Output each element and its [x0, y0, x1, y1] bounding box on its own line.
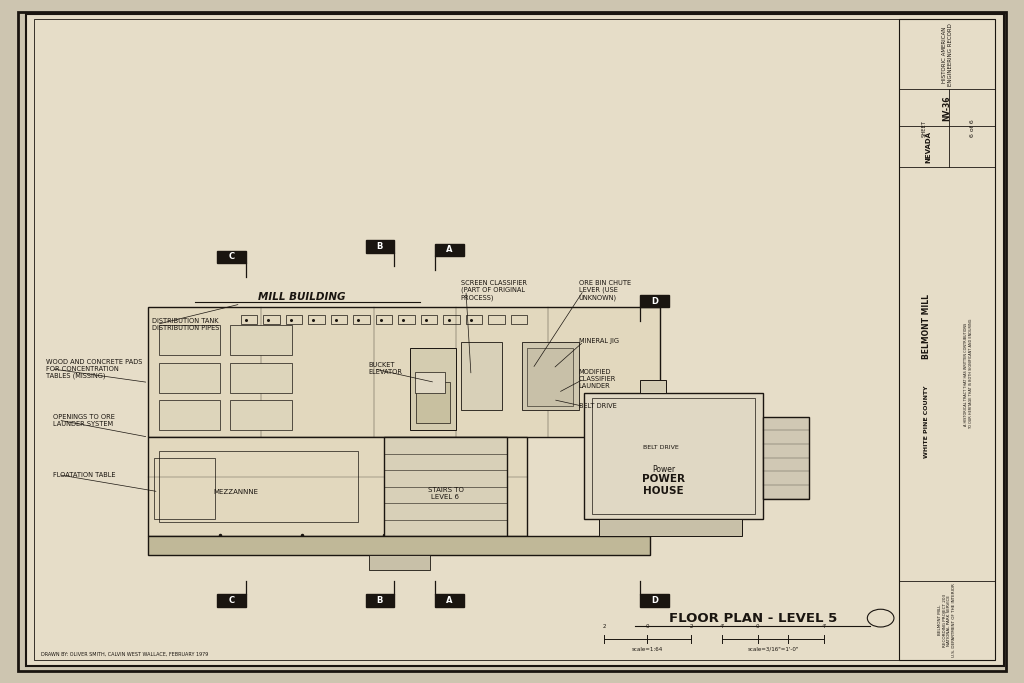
Text: D: D: [651, 596, 657, 605]
Bar: [286, 315, 302, 324]
Polygon shape: [217, 251, 246, 263]
Text: A HISTORICAL TRACT THAT HAS WRITTEN CONTRIBUTIONS
TO OUR HERITAGE THAT IS BOTH S: A HISTORICAL TRACT THAT HAS WRITTEN CONT…: [964, 319, 973, 429]
Bar: [159, 363, 220, 393]
Bar: [230, 363, 292, 393]
Bar: [899, 19, 995, 660]
Bar: [369, 555, 430, 570]
Text: HISTORIC AMERICAN
ENGINEERING RECORD: HISTORIC AMERICAN ENGINEERING RECORD: [942, 23, 952, 86]
Text: STAIRS TO
LEVEL 6: STAIRS TO LEVEL 6: [427, 486, 464, 500]
Text: ORE BIN CHUTE
LEVER (USE
UNKNOWN): ORE BIN CHUTE LEVER (USE UNKNOWN): [579, 280, 631, 301]
Bar: [461, 342, 502, 410]
Text: 6 of 6: 6 of 6: [970, 120, 975, 137]
Bar: [511, 315, 527, 324]
Polygon shape: [640, 295, 669, 307]
Bar: [331, 315, 347, 324]
Bar: [384, 437, 507, 536]
Text: SCREEN CLASSIFIER
(PART OF ORIGINAL
PROCESS): SCREEN CLASSIFIER (PART OF ORIGINAL PROC…: [461, 280, 526, 301]
Bar: [410, 348, 456, 430]
Bar: [148, 536, 650, 555]
Bar: [148, 437, 527, 536]
Text: 4': 4': [720, 624, 724, 629]
Text: DISTRIBUTION TANK
DISTRIBUTION PIPES: DISTRIBUTION TANK DISTRIBUTION PIPES: [152, 318, 219, 331]
Polygon shape: [435, 244, 464, 256]
Bar: [230, 400, 292, 430]
Text: FLOOR PLAN - LEVEL 5: FLOOR PLAN - LEVEL 5: [669, 611, 837, 625]
Bar: [443, 315, 460, 324]
Text: NEVADA: NEVADA: [925, 131, 931, 163]
Text: BUCKET
ELEVATOR: BUCKET ELEVATOR: [369, 362, 402, 376]
Text: 2: 2: [689, 624, 693, 629]
Bar: [159, 325, 220, 355]
Text: MILL BUILDING: MILL BUILDING: [258, 292, 346, 302]
Text: 2: 2: [602, 624, 606, 629]
Bar: [241, 315, 257, 324]
Bar: [640, 380, 666, 393]
Bar: [599, 519, 742, 536]
Text: BELT DRIVE: BELT DRIVE: [579, 404, 616, 409]
Text: BELT DRIVE: BELT DRIVE: [643, 445, 678, 450]
Text: BELMONT MILL: BELMONT MILL: [922, 294, 931, 359]
Bar: [159, 451, 358, 522]
Polygon shape: [366, 240, 394, 253]
Text: OPENINGS TO ORE
LAUNDER SYSTEM: OPENINGS TO ORE LAUNDER SYSTEM: [53, 413, 115, 427]
Text: A: A: [446, 596, 453, 605]
Text: MINERAL JIG: MINERAL JIG: [579, 339, 618, 344]
Text: D: D: [651, 296, 657, 306]
Text: WHITE PINE COUNTY: WHITE PINE COUNTY: [924, 385, 929, 458]
Bar: [522, 342, 579, 410]
Bar: [376, 315, 392, 324]
Bar: [421, 315, 437, 324]
Text: MODIFIED
CLASSIFIER
LAUNDER: MODIFIED CLASSIFIER LAUNDER: [579, 369, 615, 389]
Bar: [308, 315, 325, 324]
Text: FLOATATION TABLE: FLOATATION TABLE: [53, 472, 116, 477]
Bar: [263, 315, 280, 324]
Polygon shape: [640, 594, 669, 607]
Bar: [584, 393, 763, 519]
Text: B: B: [377, 596, 383, 605]
Bar: [763, 417, 809, 499]
Bar: [159, 400, 220, 430]
Text: NV-36: NV-36: [943, 95, 951, 121]
Text: B: B: [377, 242, 383, 251]
Text: POWER
HOUSE: POWER HOUSE: [642, 474, 685, 496]
Text: WOOD AND CONCRETE PADS
FOR CONCENTRATION
TABLES (MISSING): WOOD AND CONCRETE PADS FOR CONCENTRATION…: [46, 359, 142, 379]
Text: scale=3/16"=1'-0": scale=3/16"=1'-0": [748, 647, 799, 652]
Text: Power: Power: [652, 465, 675, 484]
Text: 0: 0: [645, 624, 649, 629]
Bar: [415, 372, 445, 393]
Text: BELMONT MILL
RECORDING PROJECT 203
NATIONAL PARK SERVICE
U.S. DEPARTMENT OF THE : BELMONT MILL RECORDING PROJECT 203 NATIO…: [938, 583, 956, 657]
Bar: [466, 315, 482, 324]
Text: 4': 4': [822, 624, 826, 629]
Bar: [416, 382, 450, 423]
Text: DRAWN BY: OLIVER SMITH, CALVIN WEST WALLACE, FEBRUARY 1979: DRAWN BY: OLIVER SMITH, CALVIN WEST WALL…: [41, 652, 208, 657]
Bar: [353, 315, 370, 324]
Bar: [527, 348, 573, 406]
Text: MEZZANNNE: MEZZANNNE: [213, 489, 258, 494]
Bar: [592, 398, 755, 514]
Polygon shape: [435, 594, 464, 607]
Bar: [488, 315, 505, 324]
Text: scale=1:64: scale=1:64: [632, 647, 663, 652]
Text: A: A: [446, 245, 453, 255]
Bar: [154, 458, 215, 519]
Bar: [148, 307, 660, 437]
Text: SHEET: SHEET: [922, 120, 927, 137]
Bar: [398, 315, 415, 324]
Polygon shape: [366, 594, 394, 607]
Polygon shape: [217, 594, 246, 607]
Text: C: C: [228, 252, 234, 262]
Bar: [230, 325, 292, 355]
Text: 0: 0: [756, 624, 760, 629]
Text: C: C: [228, 596, 234, 605]
